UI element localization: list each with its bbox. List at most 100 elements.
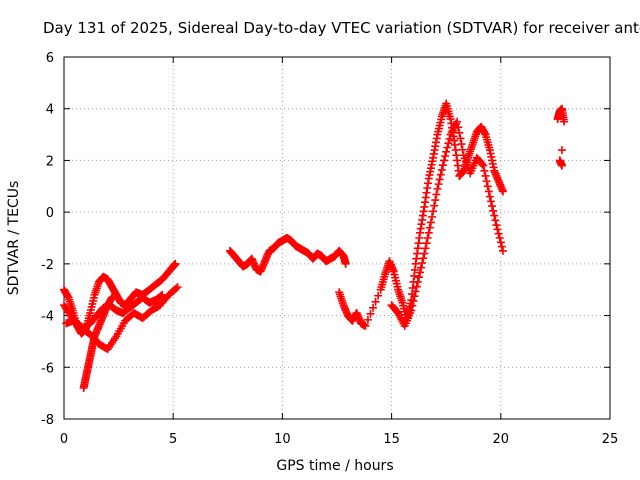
data-point-fill — [409, 296, 418, 305]
data-point-fill — [424, 228, 433, 237]
data-point — [492, 221, 501, 230]
data-point-fill — [437, 165, 446, 174]
x-axis-ticks: 0 5 10 15 20 25 — [60, 57, 618, 447]
data-point — [498, 246, 507, 255]
data-point-fill — [423, 234, 432, 242]
data-points — [60, 99, 569, 392]
data-point-fill — [455, 128, 464, 137]
data-point-fill — [436, 170, 445, 179]
data-point-fill — [418, 258, 427, 267]
data-point — [557, 146, 566, 155]
data-point-fill — [496, 238, 505, 247]
data-point — [440, 156, 449, 165]
data-point-fill — [369, 303, 378, 312]
data-point-fill — [493, 225, 502, 234]
y-tick-label: -2 — [41, 258, 54, 273]
x-tick-label: 5 — [169, 432, 177, 447]
data-point-fill — [434, 180, 443, 189]
data-point-fill — [435, 175, 444, 184]
y-tick-label: -8 — [41, 413, 54, 428]
data-point-fill — [419, 254, 428, 263]
y-tick-label: 2 — [46, 154, 54, 169]
data-point-fill — [425, 223, 434, 232]
data-point-fill — [442, 147, 451, 156]
x-tick-label: 10 — [274, 432, 291, 447]
data-point-fill — [497, 242, 506, 251]
data-point-fill — [457, 140, 466, 149]
y-axis-label: SDTVAR / TECUs — [6, 181, 22, 296]
data-point-fill — [432, 190, 441, 199]
data-point-fill — [483, 182, 492, 191]
data-point-fill — [417, 263, 426, 272]
data-point-fill — [428, 212, 437, 221]
data-point — [173, 283, 182, 292]
x-tick-label: 25 — [602, 432, 619, 447]
data-point-fill — [494, 229, 503, 238]
plot-frame — [63, 56, 611, 420]
data-point-fill — [454, 123, 463, 132]
data-point-fill — [482, 177, 491, 186]
data-point-fill — [441, 152, 450, 161]
data-point — [407, 306, 416, 315]
data-point-fill — [495, 234, 504, 242]
data-point-fill — [421, 244, 430, 253]
data-point-fill — [480, 166, 489, 175]
x-tick-label: 15 — [383, 432, 400, 447]
data-point-fill — [366, 309, 375, 318]
data-point-fill — [438, 161, 447, 170]
y-tick-label: 6 — [46, 51, 54, 66]
data-point-fill — [478, 160, 487, 169]
data-point-fill — [410, 292, 419, 301]
data-point-fill — [488, 202, 497, 211]
x-axis-label: GPS time / hours — [276, 458, 393, 474]
data-point-fill — [415, 268, 424, 277]
data-point-fill — [374, 291, 383, 300]
data-point — [479, 161, 488, 170]
data-point — [420, 249, 429, 258]
grid-lines — [64, 57, 610, 419]
y-tick-label: 0 — [46, 206, 54, 221]
data-point-fill — [429, 207, 438, 216]
data-point-fill — [484, 187, 493, 196]
data-point-fill — [443, 143, 452, 152]
data-point — [560, 117, 569, 126]
data-point-fill — [489, 206, 498, 215]
data-point — [426, 218, 435, 227]
data-point-fill — [422, 239, 431, 248]
data-point — [453, 117, 462, 126]
data-point — [433, 184, 442, 193]
data-point — [361, 321, 370, 330]
data-point-fill — [172, 284, 181, 293]
data-point-fill — [456, 134, 465, 143]
data-point — [341, 259, 350, 268]
x-tick-label: 20 — [493, 432, 510, 447]
data-point-fill — [412, 282, 421, 291]
data-point-fill — [431, 196, 440, 205]
data-point — [108, 293, 117, 302]
data-point-fill — [430, 201, 439, 210]
data-point-fill — [491, 216, 500, 225]
data-point-fill — [157, 291, 166, 300]
data-point — [485, 192, 494, 201]
data-point — [171, 259, 180, 268]
data-point — [413, 277, 422, 286]
x-tick-label: 0 — [60, 432, 68, 447]
data-point-fill — [411, 287, 420, 296]
data-point — [557, 161, 566, 170]
y-tick-label: 4 — [46, 103, 54, 118]
data-point — [498, 187, 507, 196]
y-tick-label: -6 — [41, 361, 54, 376]
y-tick-label: -4 — [41, 310, 54, 325]
data-point-fill — [445, 134, 454, 143]
data-point-fill — [481, 171, 490, 180]
data-point-fill — [458, 145, 467, 154]
y-axis-ticks: -8 -6 -4 -2 0 2 4 6 — [41, 51, 610, 428]
chart-title: Day 131 of 2025, Sidereal Day-to-day VTE… — [43, 19, 640, 37]
data-point-fill — [414, 273, 423, 282]
data-point-fill — [363, 315, 372, 324]
data-point-fill — [371, 297, 380, 306]
data-point-fill — [486, 197, 495, 206]
data-point-fill — [444, 139, 453, 148]
data-point-fill — [490, 211, 499, 220]
